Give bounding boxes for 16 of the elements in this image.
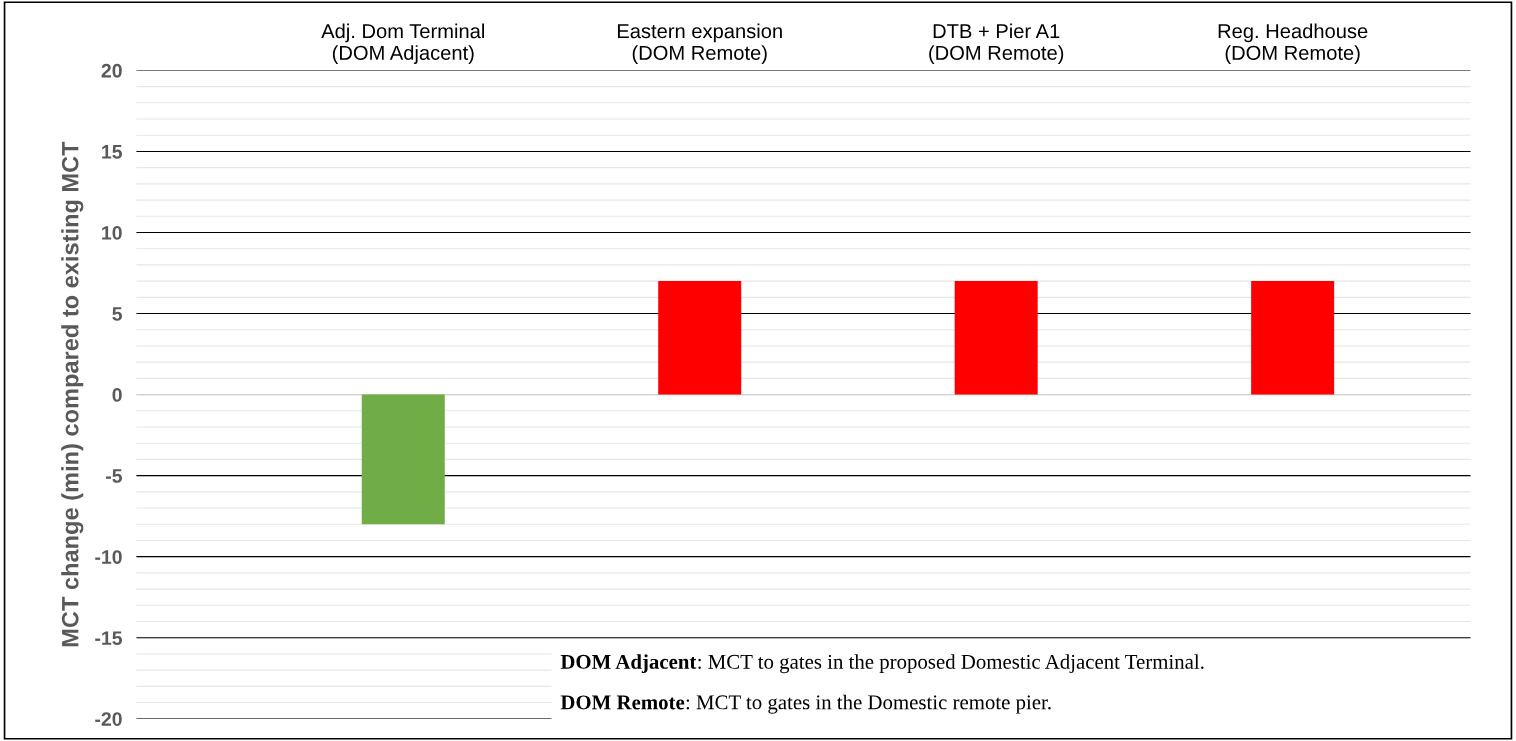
y-tick-label: -15 [95,631,123,645]
x-tick-label: Reg. Headhouse (DOM Remote) [1218,23,1368,64]
y-tick-label: 15 [102,145,123,159]
x-tick-label: DTB + Pier A1 (DOM Remote) [929,23,1064,64]
x-tick-label: Adj. Dom Terminal (DOM Adjacent) [321,23,484,64]
y-tick-label: -5 [106,469,123,483]
y-tick-label: 20 [101,63,122,78]
y-tick-label: -20 [95,712,122,727]
y-axis-title: MCT change (min) compared to existing MCT [61,141,84,647]
y-tick-label: -10 [95,550,122,564]
x-tick-label: Eastern expansion (DOM Remote) [617,23,782,64]
y-tick-label: 5 [112,307,123,321]
y-tick-label: 10 [102,225,122,240]
annotation: DOM Adjacent: MCT to gates in the proposed Domestic Adjacent Terminal. [560,654,1204,674]
annotation: DOM Remote: MCT to gates in the Domestic remote pier. [560,694,1051,714]
y-tick-label: 0 [112,388,122,402]
